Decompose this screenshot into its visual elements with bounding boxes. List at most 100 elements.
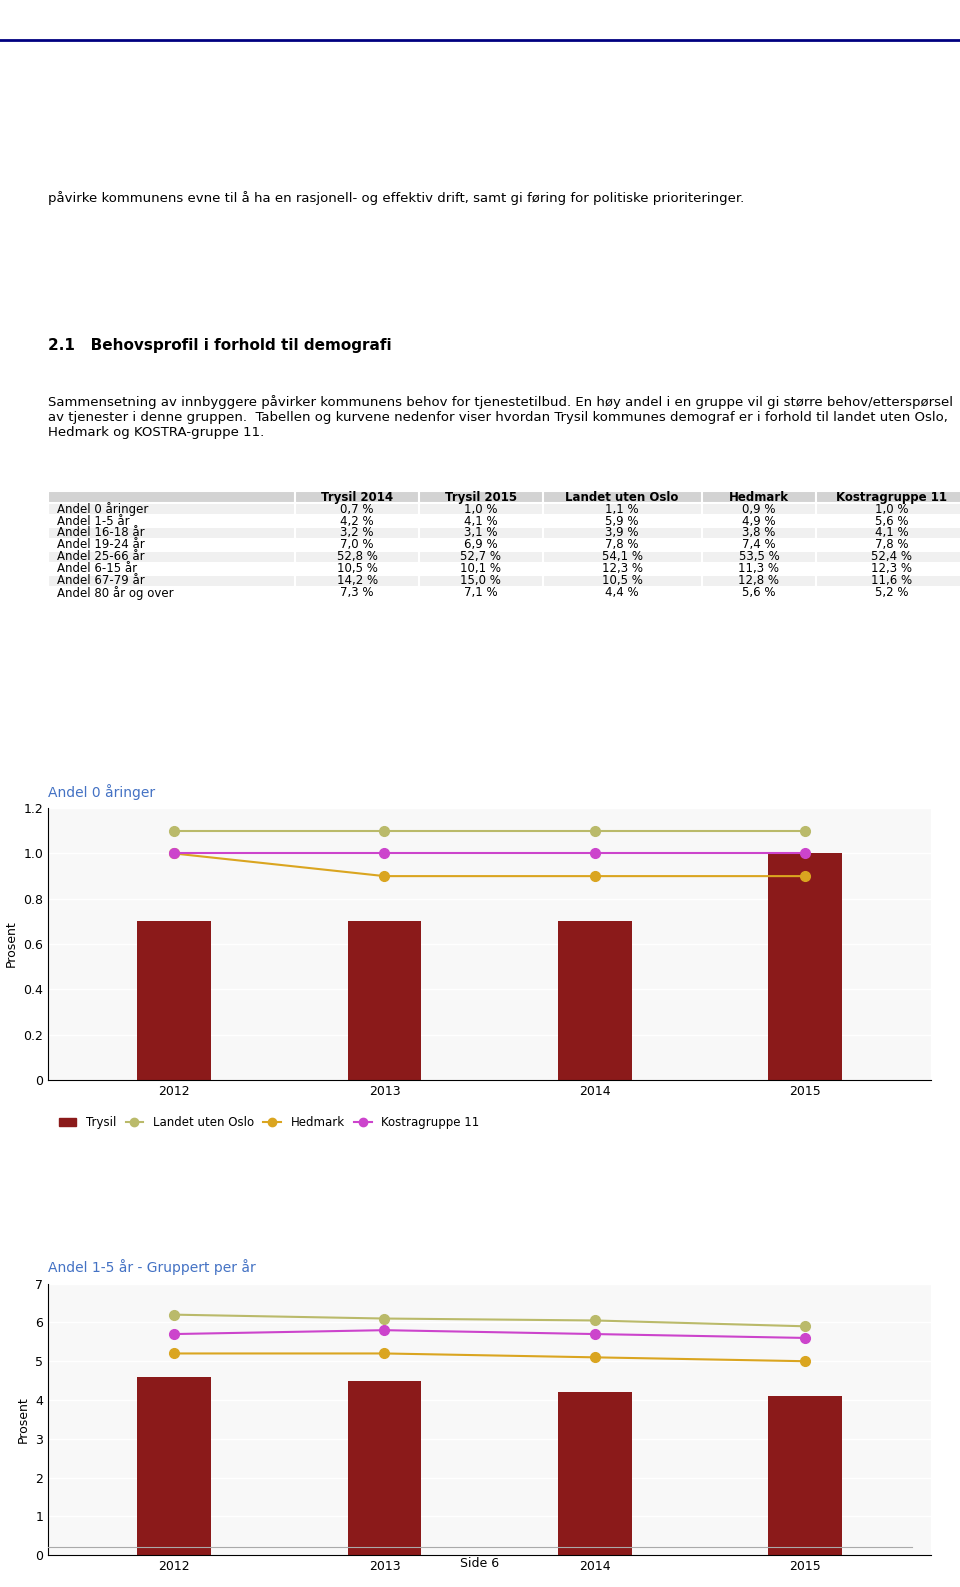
Bar bbox=[348, 1381, 421, 1555]
Text: Trysil 2015: Trysil 2015 bbox=[444, 490, 516, 503]
FancyBboxPatch shape bbox=[542, 516, 702, 527]
FancyBboxPatch shape bbox=[419, 587, 542, 598]
FancyBboxPatch shape bbox=[296, 563, 419, 574]
Text: 12,3 %: 12,3 % bbox=[602, 562, 642, 574]
Text: 1,0 %: 1,0 % bbox=[875, 503, 908, 516]
Text: 12,8 %: 12,8 % bbox=[738, 574, 780, 587]
Text: 52,8 %: 52,8 % bbox=[337, 551, 377, 563]
Text: 11,3 %: 11,3 % bbox=[738, 562, 780, 574]
FancyBboxPatch shape bbox=[419, 527, 542, 540]
Legend: Trysil, Landet uten Oslo, Hedmark, Kostragruppe 11: Trysil, Landet uten Oslo, Hedmark, Kostr… bbox=[54, 1111, 484, 1133]
Text: Andel 1-5 år - Gruppert per år: Andel 1-5 år - Gruppert per år bbox=[48, 1260, 255, 1276]
Text: 10,5 %: 10,5 % bbox=[602, 574, 642, 587]
Text: 52,4 %: 52,4 % bbox=[871, 551, 912, 563]
Text: 14,2 %: 14,2 % bbox=[337, 574, 377, 587]
FancyBboxPatch shape bbox=[419, 540, 542, 551]
Text: Andel 25-66 år: Andel 25-66 år bbox=[57, 551, 144, 563]
FancyBboxPatch shape bbox=[419, 503, 542, 516]
Text: 1,0 %: 1,0 % bbox=[464, 503, 497, 516]
FancyBboxPatch shape bbox=[542, 527, 702, 540]
Text: 5,9 %: 5,9 % bbox=[606, 514, 638, 527]
Text: 53,5 %: 53,5 % bbox=[738, 551, 780, 563]
FancyBboxPatch shape bbox=[48, 540, 296, 551]
FancyBboxPatch shape bbox=[816, 516, 960, 527]
FancyBboxPatch shape bbox=[48, 551, 296, 563]
FancyBboxPatch shape bbox=[816, 503, 960, 516]
Text: Kostragruppe 11: Kostragruppe 11 bbox=[836, 490, 947, 503]
FancyBboxPatch shape bbox=[419, 563, 542, 574]
FancyBboxPatch shape bbox=[702, 587, 816, 598]
Text: Andel 6-15 år: Andel 6-15 år bbox=[57, 562, 137, 574]
FancyBboxPatch shape bbox=[48, 527, 296, 540]
Text: Andel 1-5 år: Andel 1-5 år bbox=[57, 514, 130, 527]
Text: 2.1   Behovsprofil i forhold til demografi: 2.1 Behovsprofil i forhold til demografi bbox=[48, 338, 392, 354]
Bar bbox=[768, 1397, 842, 1555]
FancyBboxPatch shape bbox=[542, 587, 702, 598]
FancyBboxPatch shape bbox=[48, 574, 296, 587]
FancyBboxPatch shape bbox=[816, 563, 960, 574]
Text: 0,9 %: 0,9 % bbox=[742, 503, 776, 516]
FancyBboxPatch shape bbox=[702, 574, 816, 587]
FancyBboxPatch shape bbox=[816, 574, 960, 587]
Text: 3,1 %: 3,1 % bbox=[464, 527, 497, 540]
Text: Side 6: Side 6 bbox=[461, 1557, 499, 1570]
Text: 1,1 %: 1,1 % bbox=[605, 503, 639, 516]
FancyBboxPatch shape bbox=[702, 540, 816, 551]
FancyBboxPatch shape bbox=[48, 563, 296, 574]
FancyBboxPatch shape bbox=[419, 551, 542, 563]
Text: Andel 80 år og over: Andel 80 år og over bbox=[57, 586, 174, 600]
FancyBboxPatch shape bbox=[816, 492, 960, 503]
Bar bbox=[348, 922, 421, 1079]
FancyBboxPatch shape bbox=[296, 503, 419, 516]
Bar bbox=[558, 1392, 632, 1555]
Bar bbox=[768, 854, 842, 1079]
Text: Andel 0 åringer: Andel 0 åringer bbox=[48, 784, 156, 800]
FancyBboxPatch shape bbox=[296, 587, 419, 598]
FancyBboxPatch shape bbox=[542, 563, 702, 574]
FancyBboxPatch shape bbox=[702, 516, 816, 527]
FancyBboxPatch shape bbox=[816, 587, 960, 598]
FancyBboxPatch shape bbox=[296, 527, 419, 540]
FancyBboxPatch shape bbox=[702, 503, 816, 516]
Bar bbox=[137, 922, 211, 1079]
FancyBboxPatch shape bbox=[296, 492, 419, 503]
Text: 12,3 %: 12,3 % bbox=[871, 562, 912, 574]
FancyBboxPatch shape bbox=[542, 503, 702, 516]
Text: 7,8 %: 7,8 % bbox=[875, 538, 908, 551]
FancyBboxPatch shape bbox=[816, 551, 960, 563]
Bar bbox=[137, 1378, 211, 1555]
Text: Hedmark: Hedmark bbox=[729, 490, 789, 503]
Text: 4,1 %: 4,1 % bbox=[464, 514, 497, 527]
Text: 3,2 %: 3,2 % bbox=[341, 527, 373, 540]
FancyBboxPatch shape bbox=[542, 492, 702, 503]
Text: Landet uten Oslo: Landet uten Oslo bbox=[565, 490, 679, 503]
Text: Trysil 2014: Trysil 2014 bbox=[321, 490, 394, 503]
FancyBboxPatch shape bbox=[542, 540, 702, 551]
Text: 7,1 %: 7,1 % bbox=[464, 586, 497, 598]
Text: 6,9 %: 6,9 % bbox=[464, 538, 497, 551]
Text: 0,7 %: 0,7 % bbox=[341, 503, 373, 516]
FancyBboxPatch shape bbox=[702, 492, 816, 503]
Text: 7,8 %: 7,8 % bbox=[606, 538, 638, 551]
Text: 4,9 %: 4,9 % bbox=[742, 514, 776, 527]
Y-axis label: Prosent: Prosent bbox=[16, 1397, 30, 1443]
Bar bbox=[558, 922, 632, 1079]
FancyBboxPatch shape bbox=[419, 492, 542, 503]
Text: 54,1 %: 54,1 % bbox=[602, 551, 642, 563]
Text: påvirke kommunens evne til å ha en rasjonell- og effektiv drift, samt gi føring : påvirke kommunens evne til å ha en rasjo… bbox=[48, 192, 744, 205]
Text: Sammensetning av innbyggere påvirker kommunens behov for tjenestetilbud. En høy : Sammensetning av innbyggere påvirker kom… bbox=[48, 395, 953, 440]
Text: 5,2 %: 5,2 % bbox=[875, 586, 908, 598]
FancyBboxPatch shape bbox=[542, 551, 702, 563]
Text: Andel 16-18 år: Andel 16-18 år bbox=[57, 527, 144, 540]
Text: Andel 67-79 år: Andel 67-79 år bbox=[57, 574, 145, 587]
FancyBboxPatch shape bbox=[296, 540, 419, 551]
Text: 3,9 %: 3,9 % bbox=[606, 527, 638, 540]
Text: 52,7 %: 52,7 % bbox=[460, 551, 501, 563]
Text: 3,8 %: 3,8 % bbox=[742, 527, 776, 540]
Text: 7,3 %: 7,3 % bbox=[341, 586, 373, 598]
Text: Andel 0 åringer: Andel 0 åringer bbox=[57, 501, 148, 516]
FancyBboxPatch shape bbox=[702, 563, 816, 574]
FancyBboxPatch shape bbox=[702, 551, 816, 563]
Text: 7,0 %: 7,0 % bbox=[341, 538, 373, 551]
FancyBboxPatch shape bbox=[296, 551, 419, 563]
